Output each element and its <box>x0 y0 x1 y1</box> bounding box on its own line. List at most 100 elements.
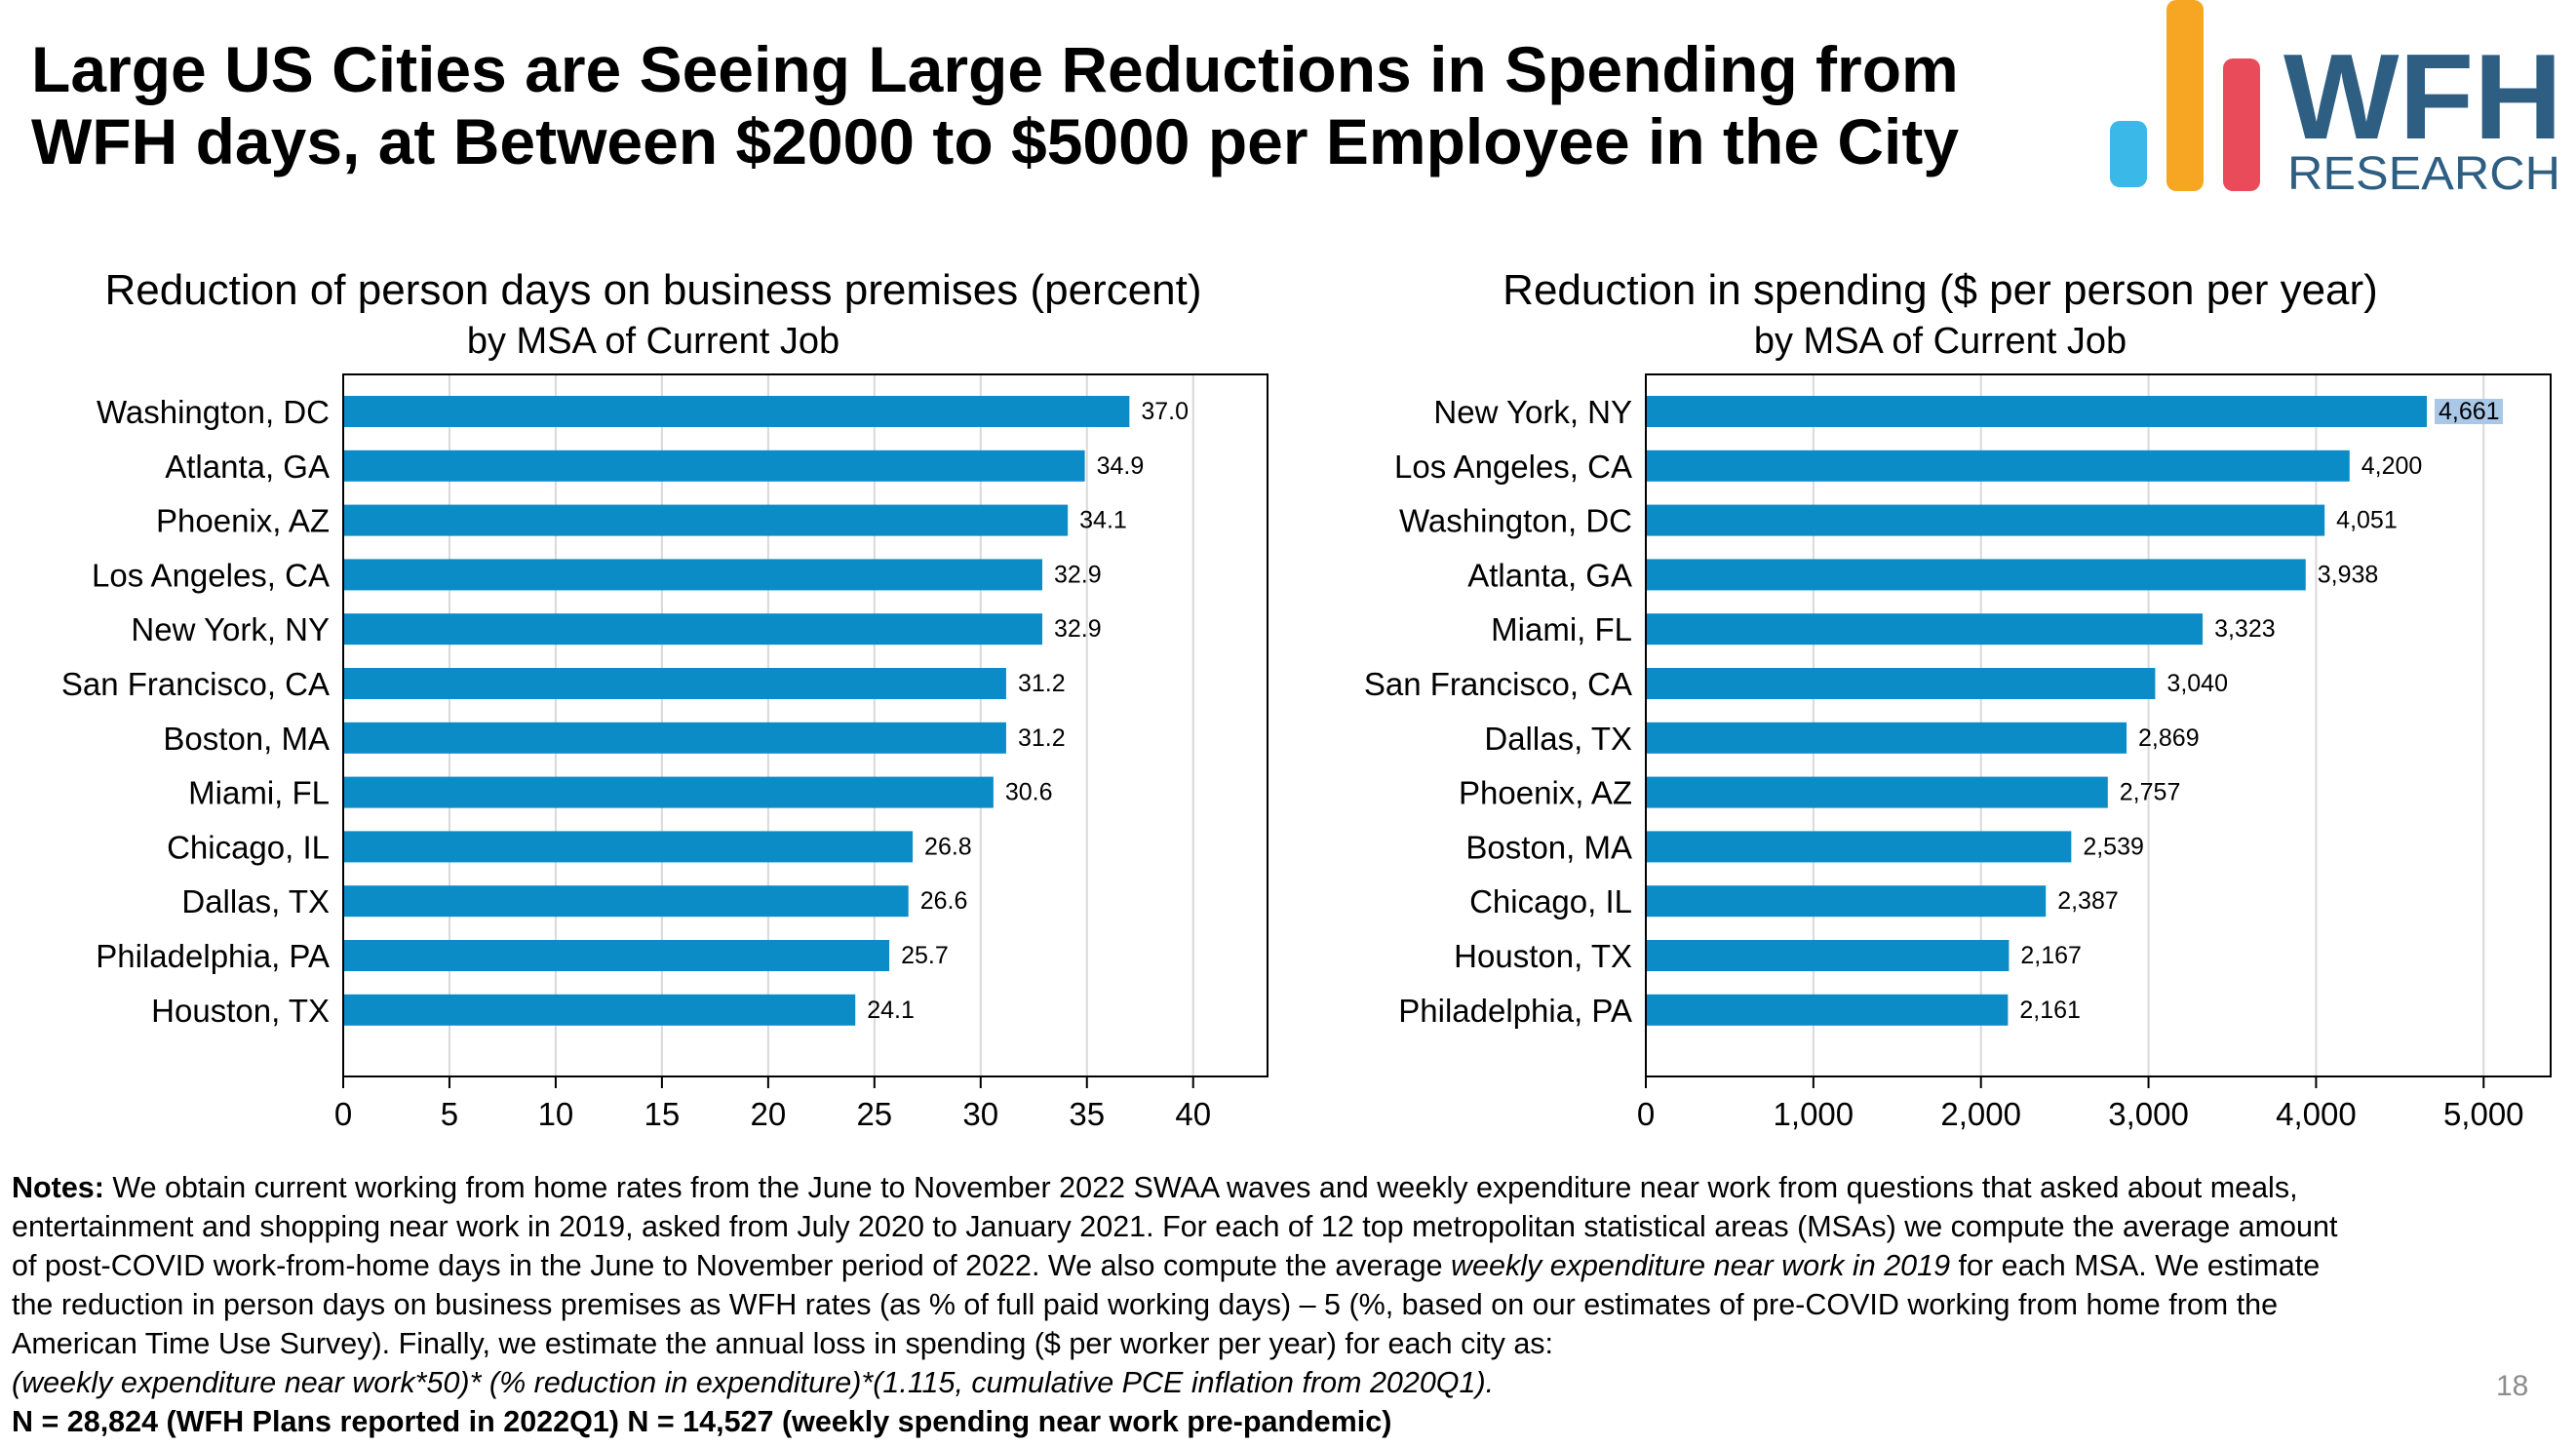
chart-title: Reduction of person days on business pre… <box>104 266 1202 314</box>
chart-subtitle: by MSA of Current Job <box>466 321 840 362</box>
value-label: 2,869 <box>2138 724 2200 752</box>
category-label: Miami, FL <box>188 775 330 811</box>
page-number: 18 <box>2496 1370 2529 1402</box>
chart-plot: Washington, DC 37.0 Atlanta, GA 34.9 Phoenix… <box>61 373 1268 1132</box>
x-tick-label: 35 <box>1069 1096 1105 1132</box>
category-label: Houston, TX <box>151 993 330 1029</box>
value-label: 3,938 <box>2318 561 2379 588</box>
bar <box>344 776 994 808</box>
category-label: Los Angeles, CA <box>1394 449 1632 485</box>
bar <box>1647 613 2204 645</box>
bar <box>344 668 1006 699</box>
bar <box>1647 504 2325 536</box>
notes-sample-size: N = 28,824 (WFH Plans reported in 2022Q1… <box>12 1405 1392 1438</box>
category-label: Atlanta, GA <box>165 449 330 485</box>
value-label: 4,051 <box>2336 507 2398 534</box>
value-label-highlight <box>2435 399 2504 424</box>
category-label: Dallas, TX <box>181 883 330 919</box>
value-label: 2,161 <box>2019 997 2081 1024</box>
chart-plot: New York, NY 4,661 Los Angeles, CA 4,200 Was… <box>1364 373 2552 1132</box>
x-tick-label: 0 <box>334 1096 352 1132</box>
bar <box>344 559 1042 591</box>
x-tick-label: 15 <box>644 1096 681 1132</box>
value-label: 3,323 <box>2214 615 2276 643</box>
bar <box>344 722 1006 754</box>
bar <box>1647 396 2428 427</box>
category-label: San Francisco, CA <box>1364 666 1632 702</box>
x-tick-label: 5 <box>441 1096 458 1132</box>
category-label: Chicago, IL <box>1469 883 1632 919</box>
value-label: 26.8 <box>924 833 972 860</box>
logo-sub: RESEARCH <box>2287 148 2560 200</box>
logo-orange-bar <box>2166 0 2204 191</box>
bar <box>1647 831 2072 863</box>
bar <box>344 450 1085 482</box>
notes-line: of post-COVID work-from-home days in the… <box>12 1249 2321 1282</box>
x-tick-label: 30 <box>962 1096 998 1132</box>
x-tick-label: 5,000 <box>2443 1096 2524 1132</box>
bar <box>1647 940 2010 971</box>
bar <box>1647 559 2306 591</box>
chart-title: Reduction in spending ($ per person per … <box>1503 266 2378 314</box>
category-label: Phoenix, AZ <box>156 503 330 539</box>
logo-red-bar <box>2223 59 2260 191</box>
bar <box>344 504 1069 536</box>
chart-subtitle: by MSA of Current Job <box>1753 321 2127 362</box>
bar <box>344 831 914 863</box>
category-label: Washington, DC <box>97 394 330 430</box>
category-label: Boston, MA <box>1465 829 1632 865</box>
value-label: 3,040 <box>2166 670 2228 697</box>
value-label: 37.0 <box>1141 398 1189 425</box>
bar <box>344 994 856 1026</box>
x-tick-label: 20 <box>751 1096 787 1132</box>
bar <box>1647 776 2108 808</box>
x-tick-label: 3,000 <box>2108 1096 2189 1132</box>
title-line-2: WFH days, at Between $2000 to $5000 per … <box>31 105 1960 177</box>
x-tick-label: 0 <box>1637 1096 1655 1132</box>
x-tick-label: 4,000 <box>2276 1096 2357 1132</box>
category-label: Miami, FL <box>1491 611 1632 647</box>
chart-spending-reduction: Reduction in spending ($ per person per … <box>1287 254 2576 1151</box>
notes-line: the reduction in person days on business… <box>12 1288 2279 1321</box>
value-label: 2,757 <box>2120 779 2181 806</box>
bar <box>344 885 909 918</box>
bar <box>1647 994 2009 1026</box>
value-label: 2,387 <box>2057 887 2119 915</box>
category-label: Philadelphia, PA <box>1398 993 1632 1029</box>
category-label: Atlanta, GA <box>1467 557 1632 593</box>
bar <box>1647 668 2156 699</box>
category-label: New York, NY <box>131 611 330 647</box>
value-label: 24.1 <box>867 997 915 1024</box>
category-label: Washington, DC <box>1399 503 1632 539</box>
category-label: Houston, TX <box>1454 938 1632 974</box>
value-label: 32.9 <box>1054 615 1102 643</box>
title-line-1: Large US Cities are Seeing Large Reducti… <box>31 33 1959 105</box>
value-label: 31.2 <box>1018 670 1066 697</box>
bar <box>1647 722 2127 754</box>
value-label: 2,167 <box>2020 942 2082 969</box>
logo-word: WFH <box>2283 30 2562 165</box>
value-label: 31.2 <box>1018 724 1066 752</box>
category-label: Phoenix, AZ <box>1459 775 1632 811</box>
category-label: Chicago, IL <box>167 829 330 865</box>
bar <box>344 396 1130 427</box>
logo-blue-bar <box>2110 121 2147 187</box>
x-tick-label: 2,000 <box>1940 1096 2021 1132</box>
value-label: 4,200 <box>2361 452 2423 480</box>
chart-days-reduction: Reduction of person days on business pre… <box>0 254 1307 1151</box>
x-tick-label: 40 <box>1175 1096 1211 1132</box>
value-label: 25.7 <box>901 942 949 969</box>
notes-line: American Time Use Survey). Finally, we e… <box>12 1327 1554 1360</box>
x-tick-label: 10 <box>538 1096 574 1132</box>
notes-line: entertainment and shopping near work in … <box>12 1210 2338 1243</box>
bar <box>344 613 1042 645</box>
bar <box>1647 450 2350 482</box>
slide-title: Large US Cities are Seeing Large Reducti… <box>31 33 2079 177</box>
notes-label: Notes: <box>12 1171 104 1204</box>
value-label: 26.6 <box>920 887 968 915</box>
wfh-research-logo: WFH RESEARCH <box>2110 0 2562 200</box>
category-label: Boston, MA <box>163 721 330 757</box>
value-label: 30.6 <box>1005 779 1053 806</box>
value-label: 34.9 <box>1097 452 1145 480</box>
category-label: Dallas, TX <box>1484 721 1632 757</box>
